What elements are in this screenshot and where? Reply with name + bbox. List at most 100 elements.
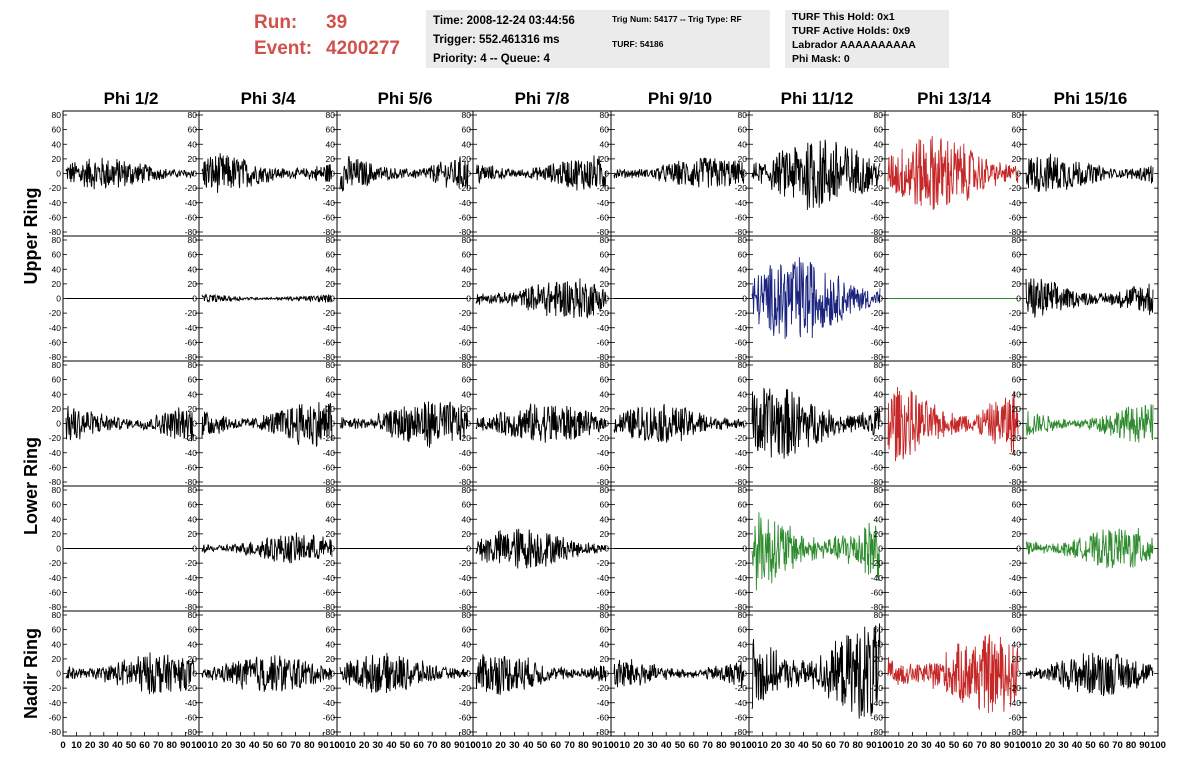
y-tick-label: 60 (874, 500, 884, 510)
y-tick-label: 40 (738, 264, 748, 274)
x-tick-label: 90 (730, 740, 741, 751)
trigger-text: Trigger: 552.461316 ms (433, 34, 560, 46)
x-tick-label: 10 (620, 740, 631, 751)
y-tick-label: -60 (185, 587, 198, 597)
y-tick-label: -20 (185, 183, 198, 193)
waveform-trace (613, 659, 745, 688)
y-tick-label: 60 (326, 625, 336, 635)
y-tick-label: 80 (600, 360, 610, 370)
y-tick-label: -20 (597, 683, 610, 693)
y-tick-label: -20 (871, 683, 884, 693)
x-tick-label: 30 (647, 740, 658, 751)
y-tick-label: 0 (604, 419, 609, 429)
time-info-box: Time: 2008-12-24 03:44:56 Trigger: 552.4… (426, 10, 616, 68)
y-tick-label: 0 (466, 669, 471, 679)
panel-r4-c4: 80 60 40 20 0 -20 -40 -60 -80 (459, 485, 612, 612)
y-tick-label: -60 (49, 587, 62, 597)
waveform-trace (475, 278, 607, 319)
y-tick-label: -60 (185, 462, 198, 472)
y-tick-label: 20 (600, 529, 610, 539)
y-tick-label: 0 (604, 544, 609, 554)
phi-header-5: Phi 9/10 (648, 89, 712, 108)
y-tick-label: 40 (738, 514, 748, 524)
y-tick-label: -80 (49, 727, 62, 737)
x-tick-label: 20 (907, 740, 918, 751)
x-tick-label: 100 (877, 740, 893, 751)
y-tick-label: 0 (878, 294, 883, 304)
x-tick-label: 80 (304, 740, 315, 751)
y-tick-label: -40 (597, 198, 610, 208)
y-tick-label: -60 (323, 337, 336, 347)
y-tick-label: 20 (600, 279, 610, 289)
y-tick-label: -40 (597, 698, 610, 708)
y-tick-label: -60 (185, 712, 198, 722)
y-tick-label: 60 (188, 250, 198, 260)
y-tick-label: 60 (600, 375, 610, 385)
phi-header-8: Phi 15/16 (1054, 89, 1128, 108)
x-tick-label: 20 (771, 740, 782, 751)
y-tick-label: -20 (597, 558, 610, 568)
y-tick-label: 60 (738, 625, 748, 635)
y-tick-label: -40 (1009, 573, 1022, 583)
y-tick-label: 0 (192, 169, 197, 179)
y-tick-label: -20 (185, 433, 198, 443)
y-tick-label: 40 (188, 514, 198, 524)
y-tick-label: 80 (188, 235, 198, 245)
y-tick-label: 40 (188, 264, 198, 274)
y-tick-label: 20 (600, 154, 610, 164)
y-tick-label: 60 (462, 500, 472, 510)
panel-r2-c8: 80 60 40 20 0 -20 -40 -60 -80 (1009, 235, 1159, 362)
y-tick-label: -20 (871, 558, 884, 568)
event-label: Event: (254, 38, 313, 59)
y-tick-label: -40 (735, 448, 748, 458)
y-tick-label: -20 (49, 183, 62, 193)
y-tick-label: -40 (185, 573, 198, 583)
phi-header-4: Phi 7/8 (515, 89, 570, 108)
waveform-trace (1025, 153, 1154, 193)
y-tick-label: -80 (735, 227, 748, 237)
x-tick-label: 60 (139, 740, 150, 751)
y-tick-label: -60 (735, 587, 748, 597)
y-tick-label: -60 (871, 212, 884, 222)
x-tick-label: 90 (318, 740, 329, 751)
y-tick-label: 80 (326, 360, 336, 370)
y-tick-label: -80 (597, 477, 610, 487)
x-tick-label: 70 (976, 740, 987, 751)
y-tick-label: 80 (52, 235, 62, 245)
waveform-trace (475, 528, 607, 569)
panel-r2-c1: 80 60 40 20 0 -20 -40 -60 -80 (49, 235, 200, 362)
y-tick-label: 20 (462, 654, 472, 664)
y-tick-label: -20 (1009, 683, 1022, 693)
y-tick-label: -40 (323, 698, 336, 708)
y-tick-label: -80 (735, 352, 748, 362)
x-tick-label: 40 (1072, 740, 1083, 751)
y-tick-label: 40 (326, 389, 336, 399)
x-tick-label: 40 (112, 740, 123, 751)
time-text: Time: 2008-12-24 03:44:56 (433, 15, 575, 27)
x-tick-label: 30 (373, 740, 384, 751)
panel-r5-c7: 80 60 40 20 0 -20 -40 -60 -80 (871, 610, 1024, 737)
waveform-trace (339, 652, 469, 694)
y-tick-label: 20 (326, 529, 336, 539)
y-tick-label: 0 (192, 669, 197, 679)
x-tick-label: 50 (1085, 740, 1096, 751)
x-tick-label: 10 (757, 740, 768, 751)
run-event-box: Run: 39 Event: 4200277 (254, 10, 400, 62)
y-tick-label: 20 (1012, 404, 1022, 414)
y-tick-label: -60 (49, 712, 62, 722)
x-tick-label: 100 (329, 740, 345, 751)
x-tick-label: 20 (1045, 740, 1056, 751)
y-tick-label: 40 (462, 514, 472, 524)
y-tick-label: -60 (459, 212, 472, 222)
y-tick-label: 0 (466, 544, 471, 554)
y-tick-label: 40 (188, 639, 198, 649)
x-tick-label: 80 (441, 740, 452, 751)
y-tick-label: 20 (188, 154, 198, 164)
y-tick-label: -60 (185, 337, 198, 347)
y-tick-label: 80 (738, 110, 748, 120)
y-tick-label: 0 (192, 419, 197, 429)
y-tick-label: 0 (742, 294, 747, 304)
x-tick-label: 0 (882, 740, 887, 751)
y-tick-label: 60 (738, 500, 748, 510)
y-tick-label: -60 (1009, 337, 1022, 347)
